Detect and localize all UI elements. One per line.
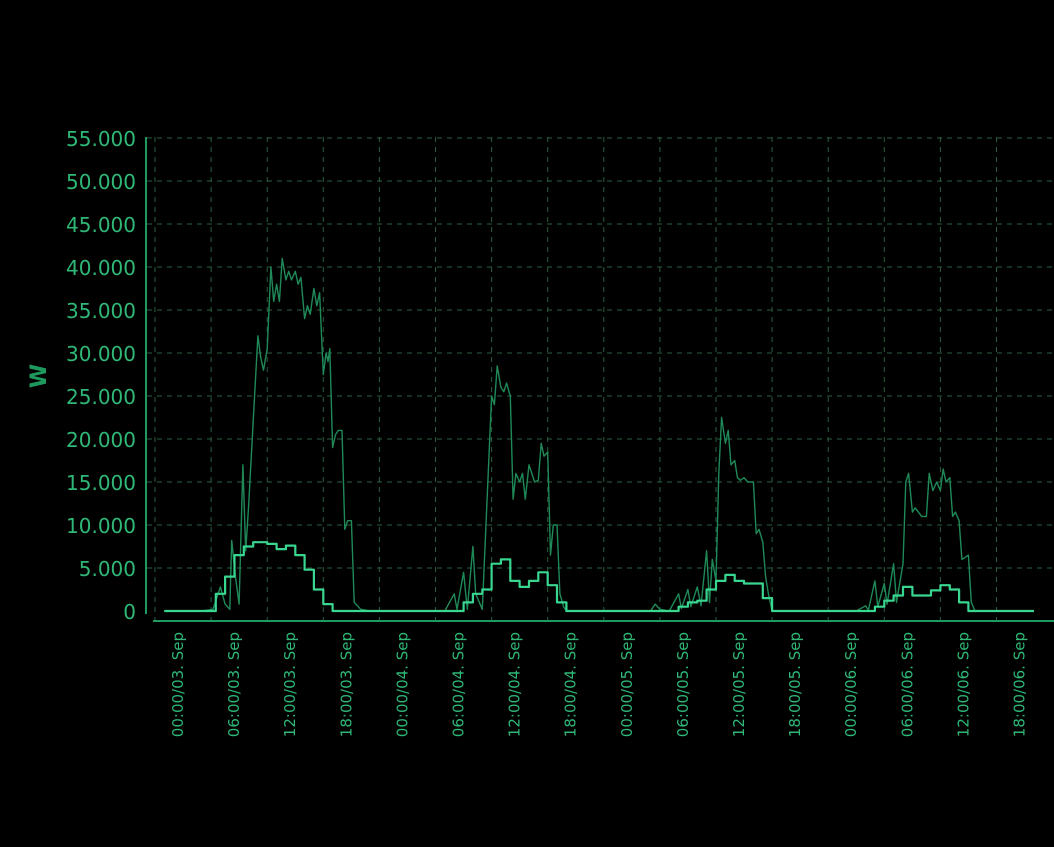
y-tick-label: 55.000: [66, 127, 136, 151]
y-tick-label: 35.000: [66, 299, 136, 323]
y-tick-labels: 0 5.000 10.000 15.000 20.000 25.000 30.000 35.0…: [66, 127, 136, 624]
axes: [145, 137, 1054, 622]
x-tick-label: 12:00/06. Sep: [954, 632, 972, 737]
series-line-thin: [164, 257, 1034, 612]
x-tick-label: 06:00/03. Sep: [225, 632, 243, 737]
x-tick-label: 06:00/06. Sep: [898, 632, 916, 737]
x-tick-labels: 00:00/03. Sep 06:00/03. Sep 12:00/03. Sep 1…: [169, 632, 1029, 737]
y-tick-label: 45.000: [66, 213, 136, 237]
y-tick-label: 25.000: [66, 385, 136, 409]
y-tick-label: 10.000: [66, 514, 136, 538]
y-tick-label: 15.000: [66, 471, 136, 495]
y-tick-label: 40.000: [66, 256, 136, 280]
x-tick-label: 00:00/04. Sep: [393, 632, 411, 737]
x-tick-label: 12:00/05. Sep: [730, 632, 748, 737]
x-tick-label: 12:00/03. Sep: [281, 632, 299, 737]
x-tick-label: 18:00/06. Sep: [1011, 632, 1029, 737]
y-tick-label: 50.000: [66, 170, 136, 194]
series-layer: [164, 257, 1034, 613]
x-tick-label: 18:00/03. Sep: [337, 632, 355, 737]
series-line-bold: [164, 541, 1034, 613]
grid: [147, 137, 1054, 622]
x-tick-label: 00:00/05. Sep: [618, 632, 636, 737]
x-tick-label: 00:00/06. Sep: [842, 632, 860, 737]
y-tick-label: 30.000: [66, 342, 136, 366]
x-tick-label: 18:00/05. Sep: [786, 632, 804, 737]
x-tick-label: 18:00/04. Sep: [562, 632, 580, 737]
x-tick-label: 12:00/04. Sep: [506, 632, 524, 737]
y-axis-label: W: [27, 364, 52, 388]
x-tick-label: 06:00/04. Sep: [450, 632, 468, 737]
x-tick-label: 06:00/05. Sep: [674, 632, 692, 737]
x-tick-label: 00:00/03. Sep: [169, 632, 187, 737]
y-tick-label: 5.000: [79, 557, 136, 581]
y-tick-label: 0: [123, 600, 136, 624]
y-tick-label: 20.000: [66, 428, 136, 452]
